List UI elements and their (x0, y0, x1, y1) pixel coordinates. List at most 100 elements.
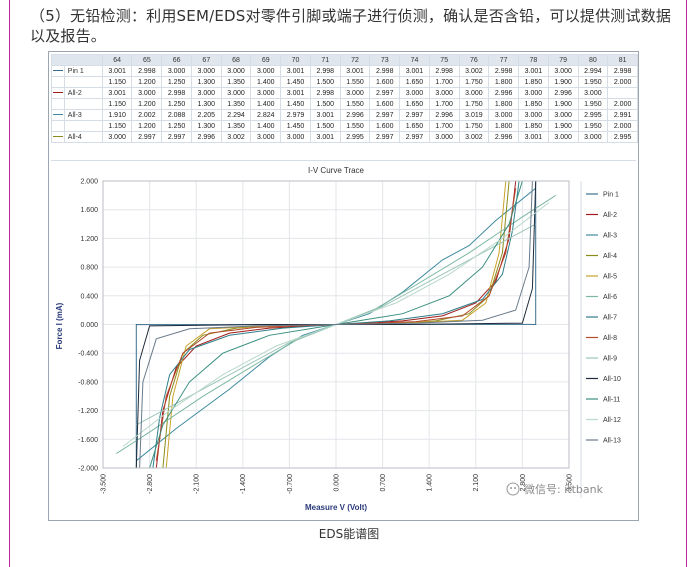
legend-label: All-8 (603, 335, 617, 342)
report-panel: 64 65 66 67 68 69 70 71 72 73 74 75 76 77 78 79 80 81 Pin… (48, 51, 639, 521)
table-cell: 2.996 (488, 131, 520, 143)
table-cell: 2.000 (607, 76, 638, 88)
table-cell: 1.800 (488, 120, 520, 132)
y-tick-label: -0.800 (78, 379, 98, 386)
table-cell: 3.000 (428, 87, 460, 99)
table-cell: 2.998 (369, 65, 401, 77)
table-cell: 1.250 (161, 98, 192, 110)
row-marker (51, 87, 65, 99)
table-cell: 1.850 (518, 120, 549, 132)
table-cell: 1.350 (220, 76, 252, 88)
table-cell: 3.000 (428, 131, 460, 143)
row-marker (51, 98, 65, 110)
plot-border (102, 180, 570, 469)
table-cell: 1.300 (190, 98, 222, 110)
table-cell: 2.997 (369, 109, 401, 121)
table-cell: 2.979 (280, 109, 311, 121)
chart-area: -3.500 -2.800 -2.100 -1.400 -0.700 0.000 0.700… (51, 160, 636, 519)
column-header: 65 (131, 54, 163, 66)
table-cell: 1.700 (428, 120, 460, 132)
table-cell: 2.205 (190, 109, 222, 121)
table-cell: 1.750 (458, 98, 490, 110)
table-cell: 2.996 (488, 87, 520, 99)
y-tick-label: 0.000 (80, 322, 98, 329)
table-cell: 1.850 (518, 98, 549, 110)
table-cell: 1.200 (131, 76, 163, 88)
table-cell: 2.088 (161, 109, 192, 121)
table-cell: 1.450 (280, 120, 311, 132)
table-cell: 1.400 (250, 98, 282, 110)
table-cell: 1.450 (280, 76, 311, 88)
series-line-all-3 (135, 187, 537, 462)
column-header: 74 (399, 54, 430, 66)
table-cell: 1.800 (488, 76, 520, 88)
legend-label: All-12 (603, 417, 621, 424)
table-cell: 2.997 (369, 131, 401, 143)
table-cell: 3.001 (101, 65, 133, 77)
row-marker (51, 109, 65, 121)
column-header: 75 (428, 54, 460, 66)
column-header: 66 (161, 54, 192, 66)
legend-label: All-11 (603, 397, 620, 404)
table-cell: 2.000 (607, 98, 638, 110)
table-row: 1.150 1.200 1.250 1.300 1.350 1.400 1.450 1.500… (51, 120, 638, 132)
legend-label: All-6 (603, 294, 617, 301)
table-cell: 3.000 (458, 87, 490, 99)
table-cell: 2.994 (577, 65, 609, 77)
table-row: All-4 3.000 2.997 2.997 2.996 3.002 3.000 3.000… (51, 131, 638, 143)
table-cell: 1.950 (577, 120, 609, 132)
table-cell: 1.500 (309, 98, 341, 110)
column-header: 70 (280, 54, 311, 66)
table-cell: 3.001 (280, 87, 311, 99)
table-cell: 1.300 (190, 76, 222, 88)
table-cell: 3.001 (309, 131, 341, 143)
table-cell: 1.750 (458, 120, 490, 132)
wechat-icon (506, 482, 520, 496)
table-cell: 1.250 (161, 76, 192, 88)
row-marker (51, 65, 65, 77)
table-cell: 2.997 (399, 131, 430, 143)
table-cell: 3.000 (488, 109, 520, 121)
table-cell: 1.200 (131, 120, 163, 132)
table-cell: 2.998 (309, 65, 341, 77)
column-header: 71 (309, 54, 341, 66)
table-cell: 2.998 (607, 65, 638, 77)
table-cell: 1.300 (190, 120, 222, 132)
table-cell: 2.996 (190, 131, 222, 143)
y-tick-label: -1.200 (78, 408, 98, 415)
table-row: 1.150 1.200 1.250 1.300 1.350 1.400 1.450 1.500… (51, 98, 638, 110)
column-header: 72 (339, 54, 371, 66)
watermark-text: 微信号: ittbank (524, 482, 604, 496)
table-cell: 3.001 (280, 65, 311, 77)
row-marker (51, 120, 65, 132)
row-label: Pin 1 (63, 65, 103, 77)
iv-curve-chart: -3.500 -2.800 -2.100 -1.400 -0.700 0.000 0.700… (55, 166, 621, 512)
table-cell: 2.000 (607, 120, 638, 132)
chart-title: I-V Curve Trace (308, 166, 365, 175)
x-tick-label: -3.500 (100, 474, 107, 494)
intro-paragraph: （5）无铅检测：利用SEM/EDS对零件引脚或端子进行侦测，确认是否含铅，可以提… (30, 7, 672, 45)
table-body: Pin 1 3.001 2.998 3.000 3.000 3.000 3.000 3.001… (51, 65, 638, 143)
table-cell: 2.824 (250, 109, 282, 121)
table-cell: 2.996 (428, 109, 460, 121)
table-cell: 1.600 (369, 76, 401, 88)
column-header: 81 (607, 54, 638, 66)
row-label: All-4 (63, 131, 103, 143)
table-cell: 3.000 (250, 65, 282, 77)
legend-label: All-2 (603, 212, 617, 219)
column-header: 73 (369, 54, 401, 66)
table-cell: 1.250 (161, 120, 192, 132)
table-cell: 3.000 (547, 131, 579, 143)
table-cell: 1.650 (399, 76, 430, 88)
table-cell: 3.000 (161, 65, 192, 77)
y-tick-label: 2.000 (80, 179, 98, 186)
table-cell: 3.000 (250, 131, 282, 143)
table-cell: 1.750 (458, 76, 490, 88)
table-cell: 2.997 (399, 109, 430, 121)
row-marker (51, 131, 65, 143)
y-axis-label: Force I (mA) (55, 302, 64, 349)
table-cell: 1.450 (280, 98, 311, 110)
column-header: 64 (101, 54, 133, 66)
x-tick-label: 0.000 (333, 474, 340, 492)
x-tick-label: -2.100 (194, 474, 201, 494)
